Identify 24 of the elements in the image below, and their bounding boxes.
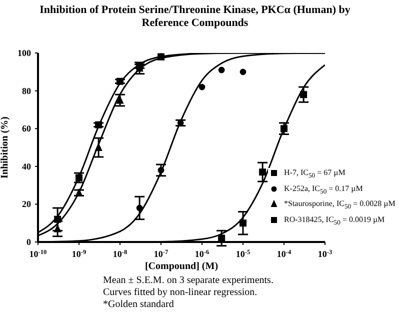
y-tick-label: 80 [22,86,32,96]
x-tick-label: 10$^{-3}$ [318,248,332,259]
x-tick-label: 10$^{-5}$ [236,248,250,259]
y-tick-label: 20 [22,199,32,210]
x-tick-label: 10$^{-8}$ [112,248,128,259]
x-axis-title: [Compound] (M) [144,261,220,272]
text: *Golden standard [103,299,174,311]
legend-label: K-252a, IC$_{50}$ = 0.17 µM [284,184,363,198]
text: Curves fitted by non-linear regression. [103,287,258,299]
legend-label: *Staurosporine, IC$_{50}$ = 0.0028 µM [284,199,396,213]
x-tick-label: 10$^{-9}$ [72,248,86,259]
x-tick-label: 10$^{-4}$ [276,248,292,259]
text: Mean ± S.E.M. on 3 separate experiments. [103,275,274,287]
chart-title: Inhibition of Protein Serine/Threonine Kinase, PKCα (Human) by Reference Compounds [38,4,352,30]
x-tick-label: 10$^{-6}$ [194,248,210,259]
legend-label: H-7, IC$_{50}$ = 67 µM [284,168,346,182]
x-tick-label: 10$^{-10}$ [29,248,47,259]
legend-label: RO-318425, IC$_{50}$ = 0.0019 µM [284,214,385,228]
y-axis-title: Inhibition (%) [0,116,11,178]
x-tick-label: 10$^{-7}$ [154,248,168,259]
y-tick-label: 40 [22,161,32,172]
y-tick-label: 100 [18,48,32,58]
y-tick-label: 0 [26,237,32,247]
y-tick-label: 60 [22,124,32,134]
